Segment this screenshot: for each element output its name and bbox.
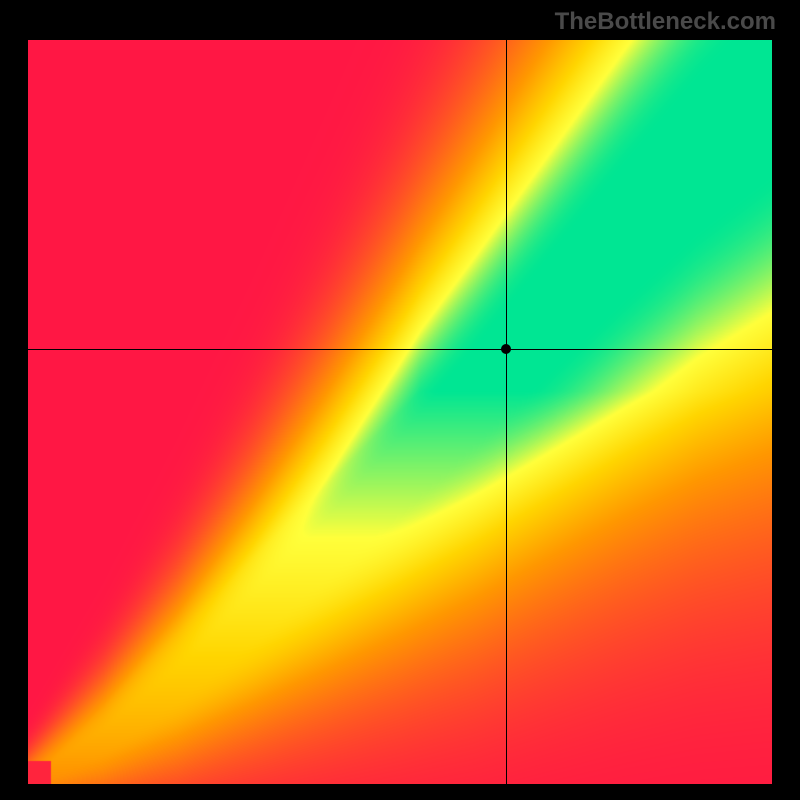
plot-area — [28, 40, 772, 784]
attribution-text: TheBottleneck.com — [555, 8, 776, 36]
crosshair-vertical-line — [506, 40, 507, 784]
crosshair-horizontal-line — [28, 349, 772, 350]
selection-marker-dot[interactable] — [501, 344, 511, 354]
bottleneck-heatmap — [28, 40, 772, 784]
